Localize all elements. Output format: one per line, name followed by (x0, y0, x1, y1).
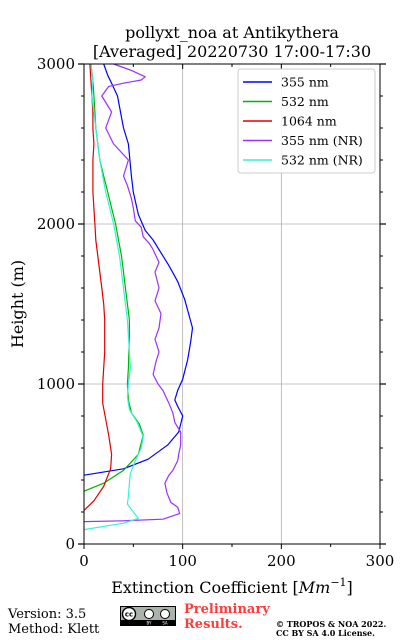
prelim-line2: Results. (184, 617, 243, 632)
version-text: Version: 3.5 (8, 607, 87, 622)
cc-sa-label: SA (162, 620, 168, 625)
prelim-line1: Preliminary (184, 602, 270, 617)
by-icon (144, 609, 154, 619)
y-tick-label: 3000 (37, 55, 75, 73)
series-line-3 (83, 63, 113, 511)
x-axis-label-close: ] (347, 578, 353, 597)
x-axis-label: Extinction Coefficient [Mm−1] (111, 576, 353, 597)
x-tick-label: 200 (267, 552, 296, 570)
copyright-line1: © TROPOS & NOA 2022. (276, 619, 387, 629)
legend-label: 355 nm (NR) (281, 133, 363, 148)
series-line-5 (83, 63, 144, 531)
chart-series (83, 63, 194, 531)
x-axis-label-exponent: −1 (330, 576, 346, 589)
preliminary-notice: Preliminary Results. (184, 602, 270, 632)
x-tick-label: 100 (168, 552, 197, 570)
x-axis-label-text: Extinction Coefficient [ (111, 578, 299, 597)
y-tick-label: 1000 (37, 375, 75, 393)
y-axis-label: Height (m) (8, 260, 27, 348)
cc-logo-text: cc (125, 611, 133, 619)
method-text: Method: Klett (8, 622, 100, 637)
cc-by-label: BY (147, 620, 153, 625)
cc-icon (121, 606, 137, 622)
y-tick-label: 2000 (37, 215, 75, 233)
x-tick-label: 300 (366, 552, 395, 570)
copyright-line2: CC BY SA 4.0 License. (276, 628, 375, 638)
version-info: Version: 3.5 Method: Klett (8, 607, 99, 637)
copyright-notice: © TROPOS & NOA 2022. CC BY SA 4.0 Licens… (276, 620, 386, 638)
legend-label: 355 nm (281, 75, 329, 90)
sa-icon (160, 609, 170, 619)
series-line-4 (83, 63, 182, 523)
legend-label: 1064 nm (281, 114, 337, 129)
x-axis-label-unit: Mm (298, 578, 331, 597)
series-line-1 (83, 63, 194, 476)
chart-title-line2: [Averaged] 20220730 17:00-17:30 (93, 42, 371, 61)
x-tick-label: 0 (79, 552, 89, 570)
legend-box (237, 68, 376, 174)
chart-legend: 355 nm 532 nm 1064 nm 355 nm (NR) 532 nm (NR… (237, 68, 376, 174)
y-tick-label: 0 (65, 535, 75, 553)
chart-title-line1: pollyxt_noa at Antikythera (125, 23, 339, 42)
legend-label: 532 nm (NR) (281, 153, 363, 168)
cc-license-logo: cc BY SA (120, 606, 176, 626)
legend-label: 532 nm (281, 94, 329, 109)
